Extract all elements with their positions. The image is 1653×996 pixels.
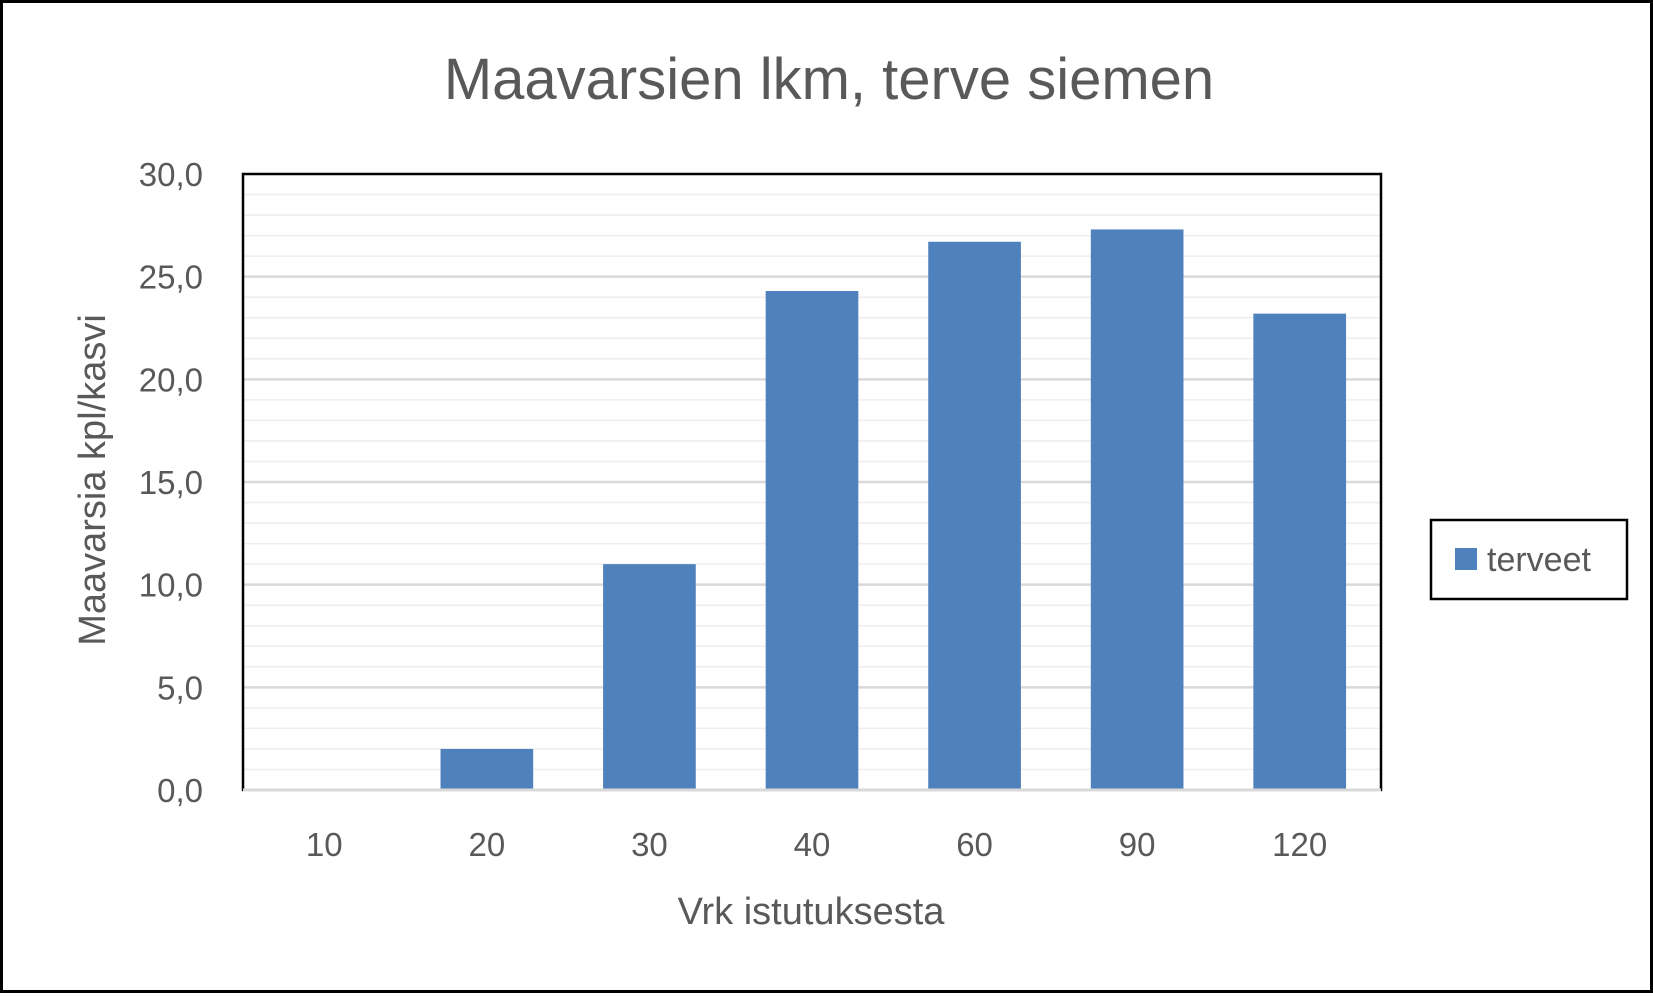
y-tick-label: 5,0: [157, 669, 203, 706]
chart-title: Maavarsien lkm, terve siemen: [444, 47, 1214, 112]
bars: [440, 229, 1347, 790]
legend-label: terveet: [1487, 541, 1591, 579]
bar-20: [440, 748, 534, 790]
x-tick-label: 10: [306, 826, 343, 863]
y-tick-label: 30,0: [139, 156, 203, 193]
x-axis-title: Vrk istutuksesta: [678, 891, 946, 933]
legend: terveet: [1429, 518, 1629, 601]
legend-swatch: [1455, 548, 1477, 570]
bar-90: [1090, 229, 1184, 790]
y-axis-title: Maavarsia kpl/kasvi: [72, 314, 114, 646]
y-tick-label: 20,0: [139, 361, 203, 398]
x-tick-label: 60: [956, 826, 993, 863]
bar-120: [1253, 313, 1347, 790]
y-tick-label: 0,0: [157, 772, 203, 809]
axes: [241, 172, 1383, 792]
x-tick-label: 90: [1119, 826, 1156, 863]
y-axis-ticks: 0,0 5,0 10,0 15,0 20,0 25,0 30,0: [139, 156, 203, 809]
bar-30: [603, 564, 696, 790]
bar-60: [928, 241, 1021, 790]
chart: Maavarsien lkm, terve siemen 0,0 5,0 10,0 1…: [72, 47, 1629, 933]
x-tick-label: 30: [631, 826, 668, 863]
y-tick-label: 10,0: [139, 567, 203, 604]
y-tick-label: 25,0: [139, 259, 203, 296]
x-tick-label: 40: [794, 826, 831, 863]
x-axis-ticks: 10 20 30 40 60 90 120: [306, 826, 1327, 863]
bar-40: [765, 291, 859, 790]
x-tick-label: 20: [468, 826, 505, 863]
x-tick-label: 120: [1272, 826, 1327, 863]
y-tick-label: 15,0: [139, 464, 203, 501]
